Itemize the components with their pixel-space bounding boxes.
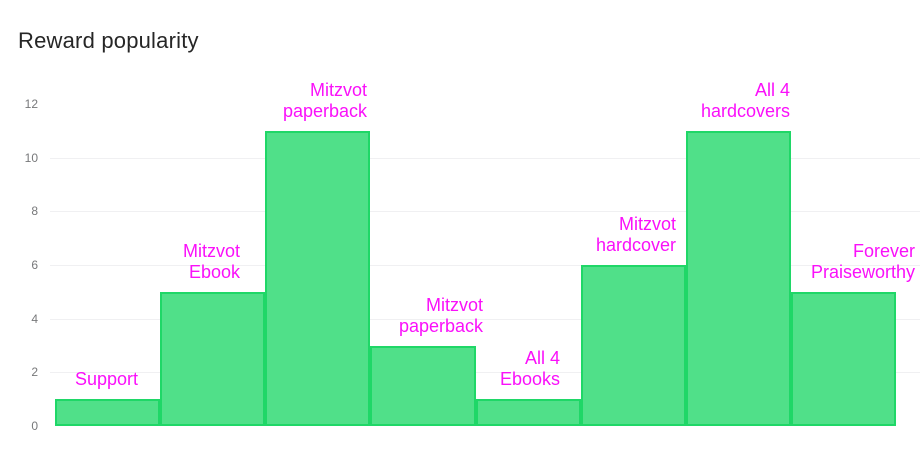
bar-label: Mitzvot hardcover: [595, 214, 676, 255]
gridline: [50, 211, 920, 213]
gridline: [50, 157, 920, 159]
y-axis-tick: 6: [31, 258, 38, 272]
bar-label: All 4 Ebooks: [499, 348, 560, 390]
bar-all-4-hardcovers[interactable]: [685, 130, 791, 426]
bar-label: Support: [74, 369, 138, 390]
bar-label: Forever Praiseworthy: [810, 240, 915, 282]
y-axis-tick: 4: [31, 311, 38, 326]
bar-mitzvot-hardcover[interactable]: [580, 265, 686, 426]
gridline: [50, 318, 920, 320]
bar-mitzvot-ebook[interactable]: [160, 291, 266, 426]
bar-support[interactable]: [55, 399, 161, 426]
y-axis-tick: 12: [24, 97, 38, 111]
bar-mitzvot-paperback[interactable]: [370, 345, 476, 426]
bar-all-4-ebooks[interactable]: [475, 399, 581, 426]
y-axis-tick: 0: [31, 419, 38, 433]
gridline: [50, 372, 920, 374]
y-axis-tick: 8: [31, 204, 38, 219]
bar-label: Mitzvot paperback: [398, 294, 483, 336]
y-axis-tick: 2: [31, 365, 38, 380]
chart-title: Reward popularity: [18, 28, 199, 53]
bar-mitzvot-paperback[interactable]: [265, 130, 371, 426]
gridline: [50, 265, 920, 266]
y-axis-tick: 10: [24, 150, 38, 165]
bar-label: Mitzvot paperback: [282, 79, 367, 121]
bar-label: Mitzvot Ebook: [182, 240, 240, 282]
bar-label: All 4 hardcovers: [700, 79, 790, 121]
bar-forever-praiseworthy[interactable]: [790, 291, 896, 426]
